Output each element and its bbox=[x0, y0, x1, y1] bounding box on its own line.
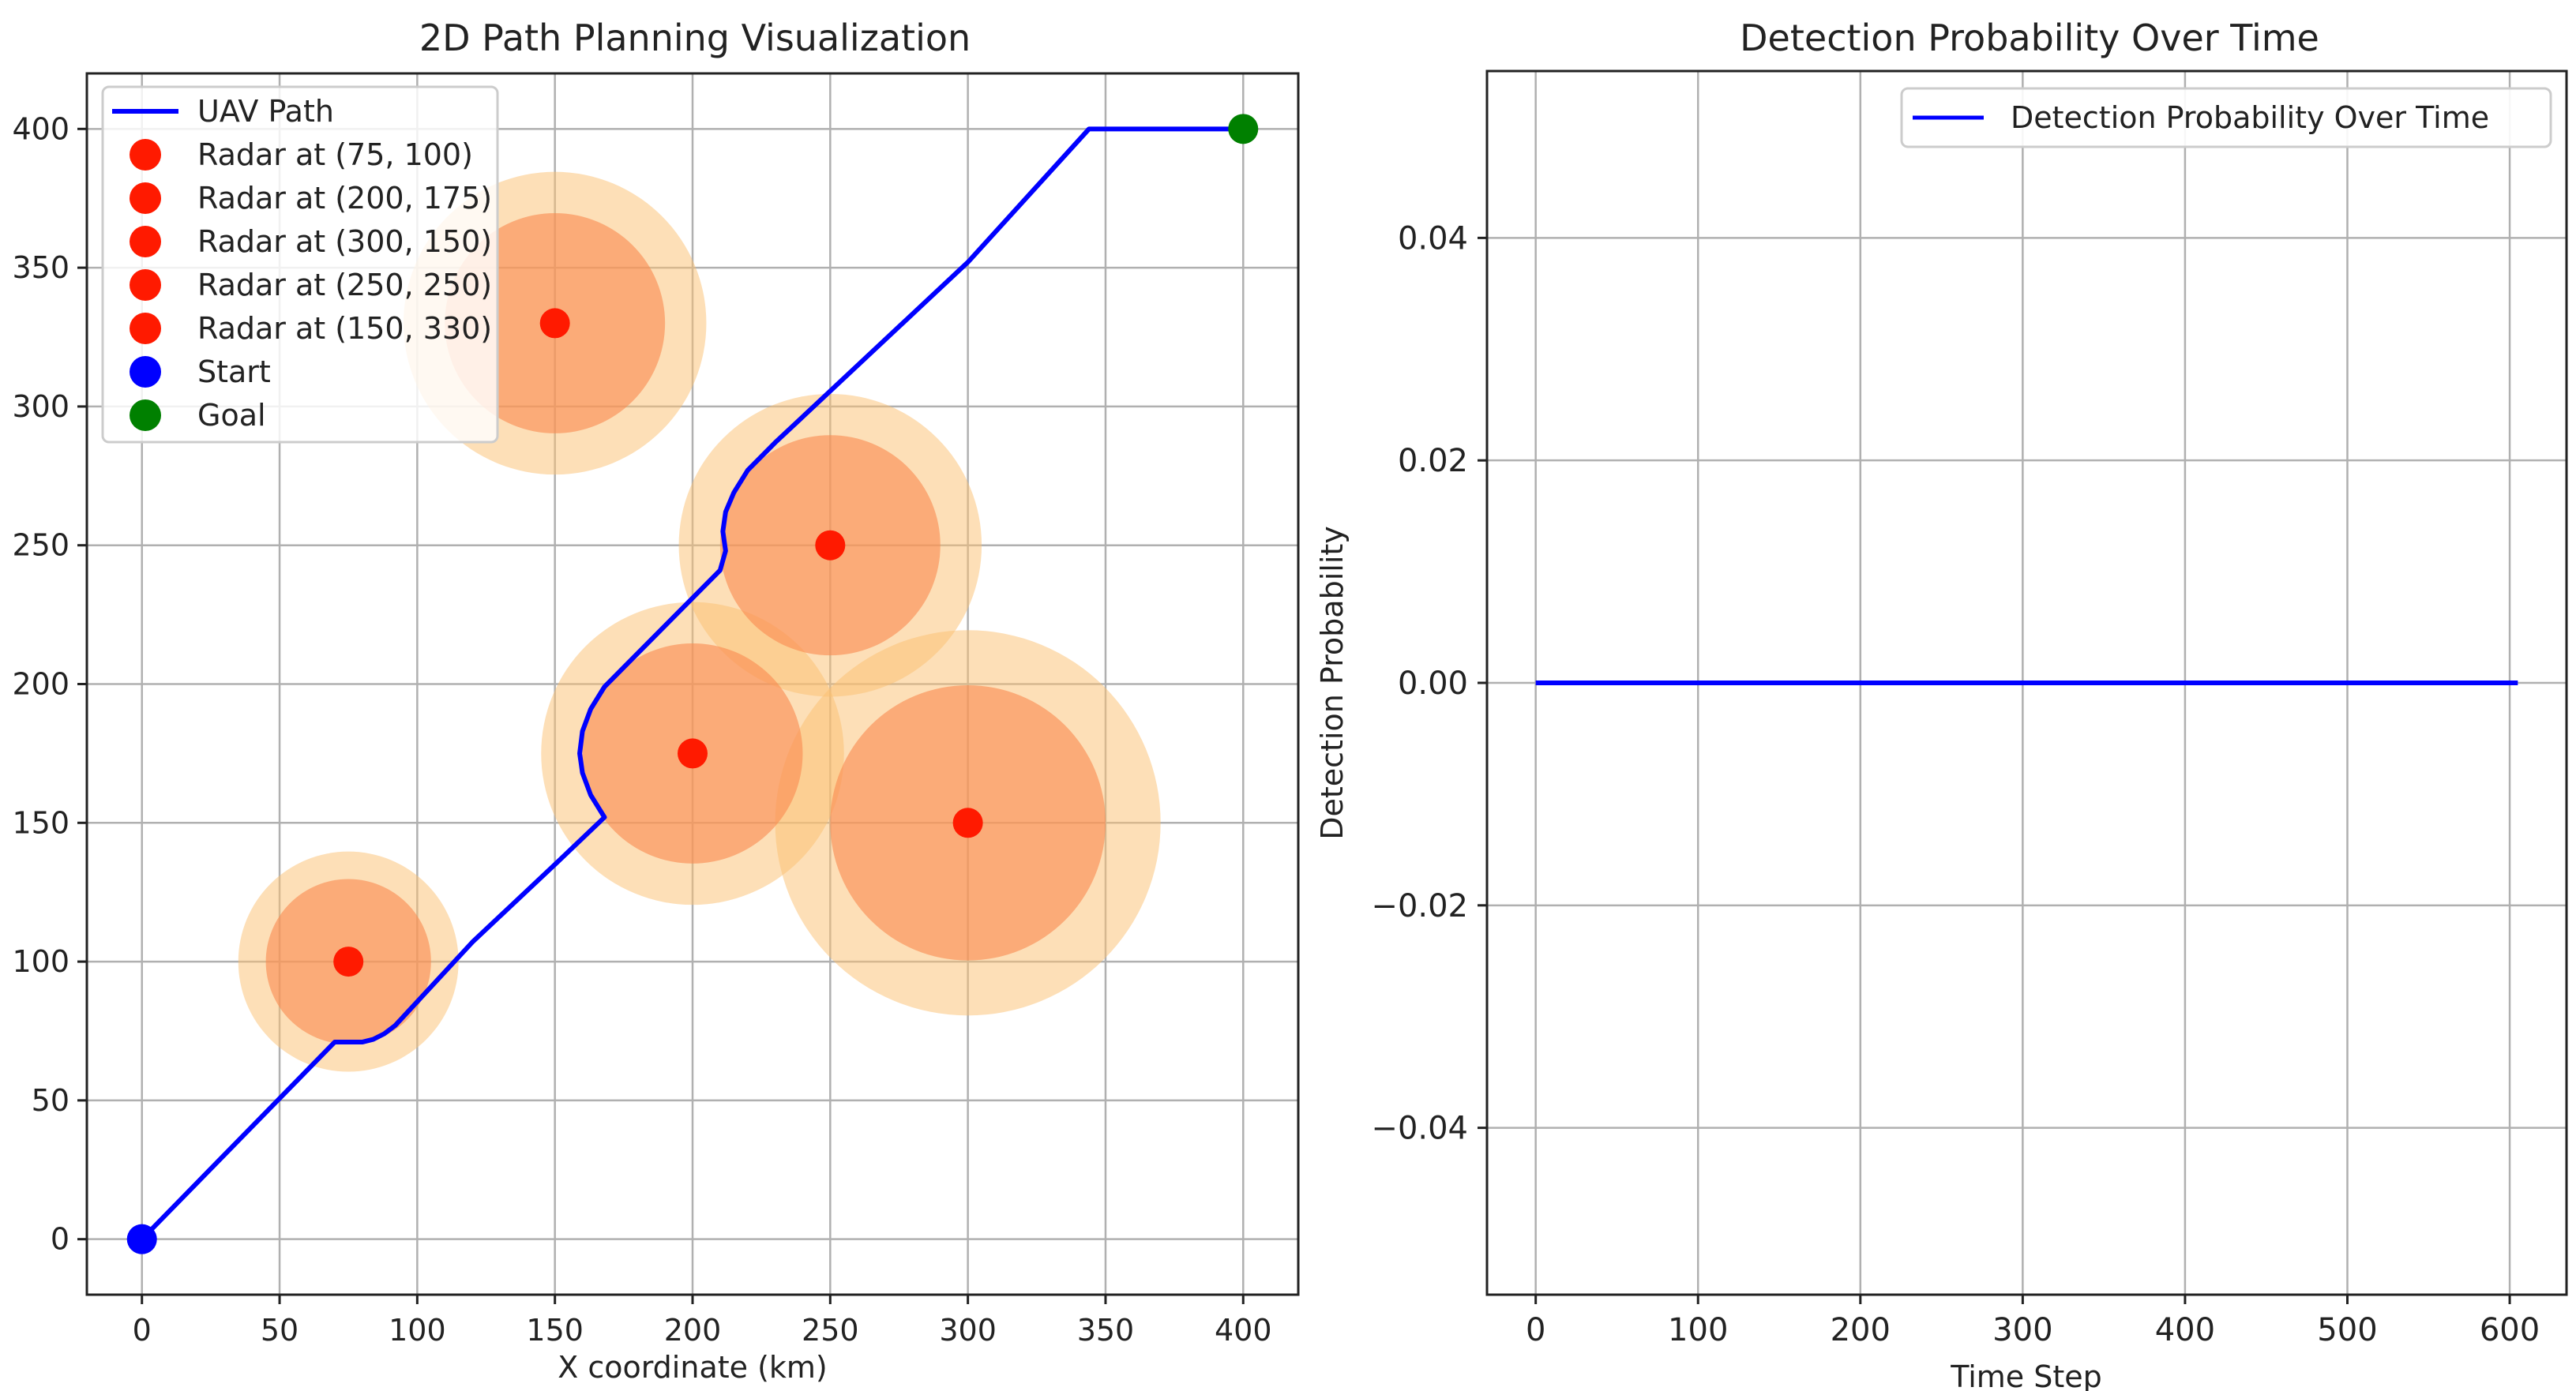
chart2-xtick-label: 500 bbox=[2317, 1312, 2377, 1348]
chart1-legend-label: Start bbox=[197, 354, 271, 389]
chart1-ytick-label: 200 bbox=[12, 667, 69, 702]
chart1-legend-label: Radar at (200, 175) bbox=[197, 181, 492, 216]
chart2-ylabel: Detection Probability bbox=[1315, 526, 1350, 840]
chart2-ytick-label: −0.04 bbox=[1371, 1111, 1468, 1147]
chart2-title: Detection Probability Over Time bbox=[1740, 17, 2319, 59]
radar-point bbox=[333, 947, 364, 977]
chart2-xtick-label: 200 bbox=[1831, 1312, 1891, 1348]
chart2-ytick-label: 0.04 bbox=[1398, 220, 1468, 257]
chart1-legend-label: Radar at (250, 250) bbox=[197, 268, 492, 302]
chart2-ytick-label: 0.02 bbox=[1398, 443, 1468, 479]
chart1-legend-swatch-dot bbox=[130, 139, 161, 171]
chart1-xtick-label: 250 bbox=[802, 1313, 859, 1348]
radar-point bbox=[952, 808, 983, 838]
chart1-legend-swatch-dot bbox=[130, 269, 161, 301]
chart1-legend-label: Radar at (300, 150) bbox=[197, 224, 492, 259]
detection-probability-chart: Detection Probability Over Time 0 100 200 3… bbox=[1315, 17, 2568, 1391]
chart1-legend-swatch-dot bbox=[130, 356, 161, 388]
chart2-xtick-label: 300 bbox=[1992, 1312, 2052, 1348]
chart1-path-layer bbox=[140, 126, 1244, 1241]
chart1-xtick-label: 0 bbox=[133, 1313, 152, 1348]
chart2-legend-label: Detection Probability Over Time bbox=[2011, 100, 2489, 135]
path-planning-chart: 2D Path Planning Visualization 0 50 100 150… bbox=[12, 17, 1300, 1385]
chart1-legend-swatch-dot bbox=[130, 313, 161, 344]
chart1-legend-label: Radar at (75, 100) bbox=[197, 137, 473, 172]
goal-point bbox=[1228, 114, 1259, 144]
chart1-ytick-label: 50 bbox=[32, 1083, 69, 1118]
chart1-xtick-label: 150 bbox=[526, 1313, 584, 1348]
chart1-xlabel: X coordinate (km) bbox=[558, 1350, 828, 1385]
chart1-xtick-label: 350 bbox=[1077, 1313, 1135, 1348]
chart1-legend-label: Goal bbox=[197, 398, 266, 433]
chart2-ytick-label: 0.00 bbox=[1398, 666, 1468, 702]
chart1-title: 2D Path Planning Visualization bbox=[419, 17, 971, 59]
chart1-xtick-label: 100 bbox=[389, 1313, 446, 1348]
chart1-xtick-label: 50 bbox=[261, 1313, 299, 1348]
chart1-ytick-label: 400 bbox=[12, 111, 69, 146]
chart1-legend: UAV Path Radar at (75, 100) Radar at (200,… bbox=[101, 85, 499, 444]
chart1-ytick-label: 150 bbox=[12, 805, 69, 840]
radar-point bbox=[678, 738, 708, 769]
chart1-radar-zones bbox=[238, 171, 1161, 1072]
chart2-xtick-label: 0 bbox=[1526, 1312, 1545, 1348]
chart2-xtick-label: 600 bbox=[2480, 1312, 2540, 1348]
radar-point bbox=[815, 530, 846, 561]
chart1-xtick-label: 300 bbox=[939, 1313, 997, 1348]
chart1-legend-swatch-dot bbox=[130, 226, 161, 257]
chart1-markers bbox=[126, 114, 1259, 1254]
chart1-legend-label: Radar at (150, 330) bbox=[197, 311, 492, 346]
chart1-xtick-label: 200 bbox=[664, 1313, 722, 1348]
chart2-legend: Detection Probability Over Time bbox=[1900, 87, 2552, 148]
chart1-ticks: 0 50 100 150 200 250 300 350 400 0 50 100 150 200 250 3… bbox=[12, 111, 1271, 1348]
chart1-ytick-label: 0 bbox=[51, 1222, 69, 1257]
chart1-ytick-label: 300 bbox=[12, 389, 69, 424]
chart2-ytick-label: −0.02 bbox=[1371, 888, 1468, 924]
radar-point bbox=[539, 308, 570, 339]
start-point bbox=[126, 1224, 157, 1254]
chart1-ytick-label: 250 bbox=[12, 528, 69, 563]
chart1-ytick-label: 100 bbox=[12, 944, 69, 979]
chart1-legend-swatch-dot bbox=[130, 182, 161, 214]
chart2-xtick-label: 400 bbox=[2155, 1312, 2215, 1348]
chart1-legend-swatch-dot bbox=[130, 399, 161, 431]
uav-path-line bbox=[140, 126, 1244, 1241]
chart2-ticks: 0 100 200 300 400 500 600 −0.04 −0.02 0.00 0.02 0.0… bbox=[1371, 220, 2540, 1348]
chart1-xtick-label: 400 bbox=[1215, 1313, 1272, 1348]
chart2-xtick-label: 100 bbox=[1668, 1312, 1728, 1348]
chart1-legend-label: UAV Path bbox=[197, 94, 334, 129]
chart1-ytick-label: 350 bbox=[12, 250, 69, 285]
chart2-xlabel: Time Step bbox=[1950, 1359, 2102, 1391]
